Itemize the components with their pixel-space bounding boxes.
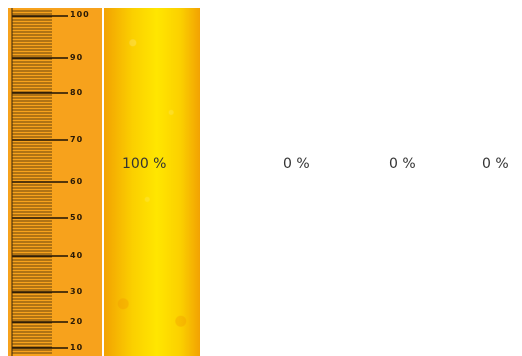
ruler-label: 90 — [70, 53, 84, 62]
ruler-label: 10 — [70, 343, 84, 352]
gauge-percent-2: 0 % — [283, 156, 310, 172]
gauge-percent-4: 0 % — [482, 156, 509, 172]
ruler-label: 80 — [70, 88, 84, 97]
ruler-label: 30 — [70, 287, 84, 296]
ruler-label: 40 — [70, 251, 84, 260]
gauge-fill-bar — [104, 8, 200, 356]
gauge-percent-3: 0 % — [389, 156, 416, 172]
ruler-ticks — [11, 8, 68, 356]
ruler-label: 60 — [70, 177, 84, 186]
gauge-percent-1: 100 % — [122, 156, 167, 172]
ruler-scale: 100 90 80 70 60 50 40 30 20 10 — [8, 8, 102, 356]
ruler-label: 50 — [70, 213, 84, 222]
ruler-label: 100 — [70, 10, 90, 19]
ruler-label: 70 — [70, 135, 84, 144]
gauge-fill-level — [104, 8, 200, 356]
ruler-label: 20 — [70, 317, 84, 326]
